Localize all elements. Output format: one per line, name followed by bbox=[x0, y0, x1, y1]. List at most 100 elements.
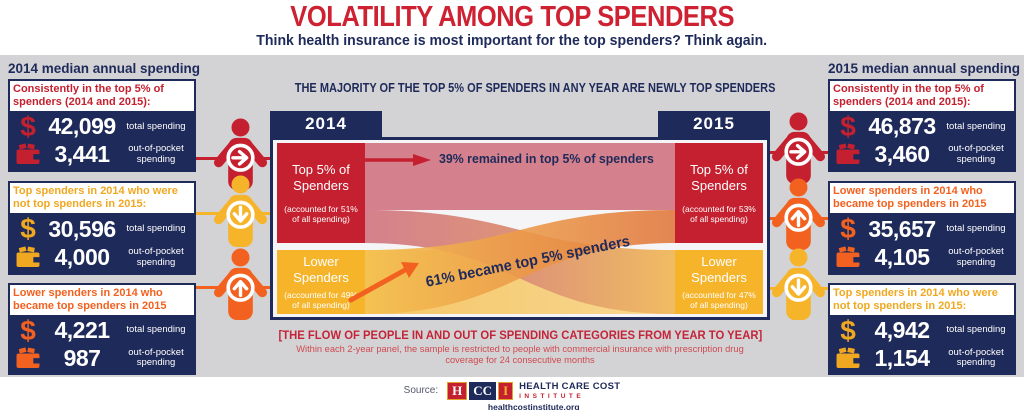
wallet-icon bbox=[13, 347, 43, 370]
flow-caption-note: Within each 2-year panel, the sample is … bbox=[296, 344, 744, 366]
stat-card-label: Consistently in the top 5% of spenders (… bbox=[10, 81, 194, 112]
logo-name: HEALTH CARE COST INSTITUTE bbox=[519, 381, 620, 400]
total-spending-label: total spending bbox=[126, 222, 186, 234]
page-title-text: VOLATILITY AMONG TOP SPENDERS bbox=[290, 1, 734, 33]
stat-card-2015-consistent-top: Consistently in the top 5% of spenders (… bbox=[828, 79, 1016, 172]
flow-headline-text: THE MAJORITY OF THE TOP 5% OF SPENDERS I… bbox=[294, 81, 776, 95]
page-title: VOLATILITY AMONG TOP SPENDERS bbox=[0, 1, 1024, 34]
total-spending-label: total spending bbox=[946, 324, 1006, 336]
total-spending-row: $ 4,942 total spending bbox=[830, 314, 1014, 346]
heading-2015-median-spending: 2015 median annual spending bbox=[828, 61, 1021, 76]
node-lower-2015: Lower Spenders (accounted for 47% of all… bbox=[675, 250, 763, 314]
person-arrow-down-icon bbox=[212, 175, 269, 247]
oop-spending-label: out-of-pocket spending bbox=[948, 245, 1004, 268]
oop-spending-row: 4,000 out-of-pocket spending bbox=[10, 244, 194, 271]
wallet-icon bbox=[13, 143, 43, 166]
arrow-right-icon bbox=[339, 154, 431, 166]
total-spending-value: 4,942 bbox=[874, 317, 930, 344]
node-note: (accounted for 49% of all spending) bbox=[284, 290, 358, 311]
stat-card-body: $ 35,657 total spending 4,105 out-of-poc… bbox=[830, 213, 1014, 273]
logo-name-line1: HEALTH CARE COST bbox=[519, 381, 621, 392]
stat-card-body: $ 30,596 total spending 4,000 out-of-poc… bbox=[10, 213, 194, 273]
node-top5-2015: Top 5% of Spenders (accounted for 53% of… bbox=[675, 143, 763, 243]
oop-spending-row: 987 out-of-pocket spending bbox=[10, 345, 194, 372]
stat-card-label: Top spenders in 2014 who were not top sp… bbox=[10, 183, 194, 214]
oop-spending-row: 3,460 out-of-pocket spending bbox=[830, 141, 1014, 168]
hcci-logo-top: H CC I HEALTH CARE COST INSTITUTE bbox=[447, 381, 620, 400]
total-spending-value: 4,221 bbox=[54, 317, 110, 344]
total-spending-label: total spending bbox=[946, 120, 1006, 132]
stat-card-body: $ 46,873 total spending 3,460 out-of-poc… bbox=[830, 111, 1014, 170]
arrow-up-right-icon bbox=[348, 262, 419, 303]
oop-spending-value: 4,105 bbox=[874, 244, 930, 271]
total-spending-value: 42,099 bbox=[48, 113, 116, 140]
page-subtitle: Think health insurance is most important… bbox=[0, 32, 1024, 49]
stat-card-2015-became-top: Lower spenders in 2014 who became top sp… bbox=[828, 181, 1016, 275]
wallet-icon bbox=[13, 246, 43, 269]
total-spending-label: total spending bbox=[126, 324, 186, 336]
total-spending-row: $ 42,099 total spending bbox=[10, 110, 194, 142]
oop-spending-label: out-of-pocket spending bbox=[948, 143, 1004, 165]
source-label: Source: bbox=[403, 385, 439, 396]
oop-spending-label: out-of-pocket spending bbox=[948, 346, 1004, 369]
dollar-sign-icon: $ bbox=[20, 213, 36, 245]
logo-block-h: H bbox=[447, 381, 468, 400]
hcci-logo: H CC I HEALTH CARE COST INSTITUTE health… bbox=[447, 381, 620, 410]
stat-card-2014-became-top: Lower spenders in 2014 who became top sp… bbox=[8, 283, 196, 375]
sankey-flow-bands bbox=[365, 143, 675, 314]
person-arrow-up-icon bbox=[770, 178, 827, 250]
dollar-sign-icon: $ bbox=[840, 213, 856, 245]
stat-card-2014-consistent-top: Consistently in the top 5% of spenders (… bbox=[8, 79, 196, 172]
stat-card-label: Top spenders in 2014 who were not top sp… bbox=[830, 285, 1014, 316]
oop-spending-label: out-of-pocket spending bbox=[128, 143, 184, 165]
total-spending-label: total spending bbox=[126, 120, 186, 132]
total-spending-row: $ 46,873 total spending bbox=[830, 110, 1014, 142]
wallet-icon bbox=[833, 143, 863, 166]
stat-card-2014-dropped-out: Top spenders in 2014 who were not top sp… bbox=[8, 181, 196, 275]
flow-headline: THE MAJORITY OF THE TOP 5% OF SPENDERS I… bbox=[262, 81, 778, 95]
oop-spending-value: 3,460 bbox=[874, 141, 930, 168]
footer: Source: H CC I HEALTH CARE COST INSTITUT… bbox=[0, 381, 1024, 410]
year-label-2015: 2015 bbox=[658, 111, 770, 137]
oop-spending-label: out-of-pocket spending bbox=[128, 346, 184, 369]
stat-card-2015-dropped-out: Top spenders in 2014 who were not top sp… bbox=[828, 283, 1016, 375]
node-title: Lower Spenders bbox=[691, 253, 747, 285]
page-subtitle-text: Think health insurance is most important… bbox=[256, 32, 768, 49]
total-spending-row: $ 4,221 total spending bbox=[10, 316, 194, 345]
total-spending-row: $ 35,657 total spending bbox=[830, 215, 1014, 243]
oop-spending-label: out-of-pocket spending bbox=[128, 245, 184, 268]
node-note: (accounted for 53% of all spending) bbox=[682, 204, 756, 225]
dollar-sign-icon: $ bbox=[840, 314, 856, 346]
oop-spending-row: 4,105 out-of-pocket spending bbox=[830, 244, 1014, 271]
person-arrow-right-icon bbox=[770, 112, 827, 184]
oop-spending-value: 987 bbox=[63, 344, 101, 371]
wallet-icon bbox=[833, 246, 863, 269]
dollar-sign-icon: $ bbox=[20, 110, 36, 142]
total-spending-value: 46,873 bbox=[868, 113, 936, 140]
sankey-panel: Top 5% of Spenders (accounted for 51% of… bbox=[270, 137, 770, 320]
logo-url-link[interactable]: healthcostinstitute.org bbox=[487, 402, 580, 410]
dollar-sign-icon: $ bbox=[840, 110, 856, 142]
oop-spending-value: 4,000 bbox=[54, 244, 110, 271]
node-title: Top 5% of Spenders bbox=[690, 161, 748, 193]
node-note: (accounted for 47% of all spending) bbox=[682, 290, 756, 311]
node-note: (accounted for 51% of all spending) bbox=[284, 204, 358, 225]
wallet-icon bbox=[833, 347, 863, 370]
flow-caption: [THE FLOW OF PEOPLE IN AND OUT OF SPENDI… bbox=[262, 328, 778, 342]
flow-caption-text: [THE FLOW OF PEOPLE IN AND OUT OF SPENDI… bbox=[278, 328, 762, 342]
total-spending-label: total spending bbox=[946, 222, 1006, 234]
total-spending-row: $ 30,596 total spending bbox=[10, 215, 194, 243]
person-arrow-up-icon bbox=[212, 248, 269, 320]
stat-card-body: $ 42,099 total spending 3,441 out-of-poc… bbox=[10, 111, 194, 170]
stat-card-label: Lower spenders in 2014 who became top sp… bbox=[10, 285, 194, 316]
logo-block-cc: CC bbox=[469, 381, 497, 400]
person-arrow-down-icon bbox=[770, 248, 827, 320]
oop-spending-row: 1,154 out-of-pocket spending bbox=[830, 345, 1014, 372]
stat-card-label: Lower spenders in 2014 who became top sp… bbox=[830, 183, 1014, 214]
heading-2014-median-spending: 2014 median annual spending bbox=[8, 61, 201, 76]
node-lower-2014: Lower Spenders (accounted for 49% of all… bbox=[277, 250, 365, 314]
oop-spending-value: 1,154 bbox=[874, 344, 930, 371]
logo-block-i: I bbox=[498, 381, 514, 400]
node-title: Top 5% of Spenders bbox=[292, 161, 350, 193]
